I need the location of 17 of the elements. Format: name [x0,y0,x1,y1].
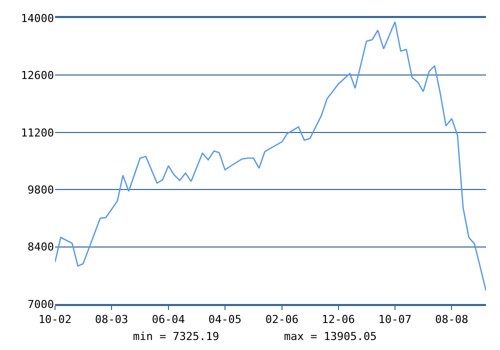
x-tick-label: 06-04 [152,312,186,326]
y-tick-label: 11200 [20,126,54,140]
text: min = 7325.19 [133,330,220,343]
y-tick-label: 12600 [20,69,54,82]
y-tick-label: 8400 [28,240,54,254]
text: max = 13905.05 [284,330,377,343]
x-tick-label: 04-05 [208,312,242,326]
x-tick-label: 08-08 [435,312,468,326]
y-tick-label: 7000 [28,298,54,311]
y-tick-label: 14000 [20,12,54,25]
x-tick-label: 10-02 [38,312,72,326]
x-tick-label: 02-06 [265,312,299,326]
y-tick-label: 9800 [28,183,54,196]
x-tick-label: 10-07 [378,312,412,326]
line-series [55,21,486,292]
x-tick-label: 08-03 [95,312,128,326]
x-tick-label: 12-06 [322,312,355,326]
